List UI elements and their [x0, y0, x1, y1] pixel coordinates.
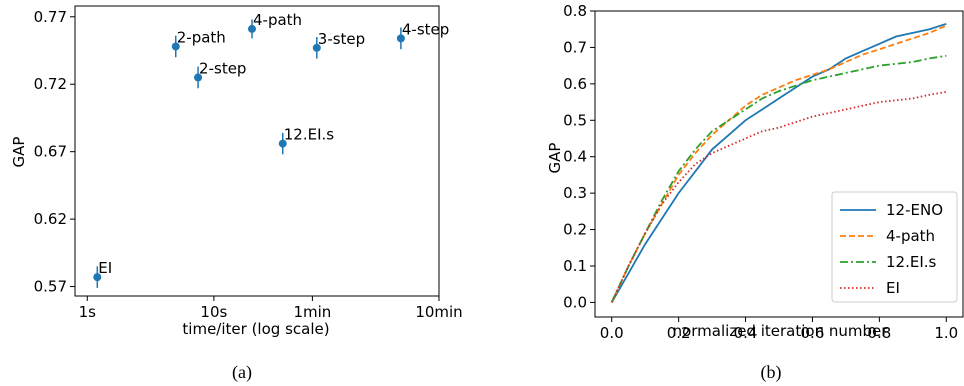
y-tick-label: 0.77	[34, 8, 67, 26]
panel-a-frame	[74, 5, 440, 297]
point-label: EI	[98, 259, 112, 277]
x-tick-label: 0.6	[801, 324, 825, 342]
x-tick-label: 1s	[79, 303, 97, 321]
series-line	[610, 54, 947, 303]
legend-box	[831, 191, 958, 303]
legend-label: 12.EI.s	[886, 253, 937, 271]
point-label: 3-step	[318, 30, 365, 48]
y-tick-label: 0.3	[563, 184, 587, 202]
legend-label: 4-path	[886, 227, 935, 245]
y-tick-label: 0.8	[563, 2, 587, 20]
panel-a-x-ticks: 1s 10s 1min 10min	[79, 296, 463, 321]
data-point	[312, 43, 321, 52]
panel-a-points: EI 2-path 2-step 4-path 12.EI.s 3-step 4-step	[93, 11, 449, 288]
panel-b-lines	[610, 22, 947, 303]
x-tick-label: 0.0	[600, 324, 624, 342]
panel-b-legend: 12-ENO 4-path 12.EI.s EI	[831, 191, 958, 303]
x-tick-label: 10s	[200, 303, 227, 321]
panel-a-x-axis-label: time/iter (log scale)	[182, 320, 329, 338]
y-tick-label: 0.7	[563, 38, 587, 56]
y-tick-label: 0.0	[563, 293, 587, 311]
data-point	[396, 34, 405, 43]
data-point	[278, 139, 287, 148]
y-tick-label: 0.62	[34, 210, 67, 228]
panel-b-line: 0.0 0.1 0.2 0.3 0.4 0.5 0.6 0.7 0.8 0.0 0.2 0.4 0.6…	[546, 2, 964, 383]
panel-a-y-axis-label: GAP	[10, 137, 28, 168]
x-tick-label: 1.0	[934, 324, 958, 342]
data-point	[247, 24, 256, 33]
legend-label: EI	[886, 279, 900, 297]
y-tick-label: 0.2	[563, 221, 587, 239]
x-tick-label: 0.8	[867, 324, 891, 342]
legend-label: 12-ENO	[886, 201, 943, 219]
panel-b-y-ticks: 0.0 0.1 0.2 0.3 0.4 0.5 0.6 0.7 0.8	[563, 2, 595, 311]
series-line	[610, 22, 947, 303]
series-line	[610, 24, 947, 303]
x-tick-label: 10min	[415, 303, 462, 321]
data-point	[93, 273, 102, 282]
point-label: 4-step	[402, 20, 449, 38]
panel-a-caption: (a)	[232, 362, 252, 383]
point-label: 2-step	[199, 59, 246, 77]
y-tick-label: 0.72	[34, 75, 67, 93]
y-tick-label: 0.5	[563, 111, 587, 129]
panel-b-x-axis-label: normalized iteration number	[673, 322, 889, 340]
x-tick-label: 1min	[293, 303, 331, 321]
panel-b-y-axis-label: GAP	[546, 143, 564, 174]
series-line	[610, 91, 947, 303]
x-tick-label: 0.2	[667, 324, 691, 342]
y-tick-label: 0.6	[563, 75, 587, 93]
point-label: 12.EI.s	[284, 126, 335, 144]
panel-b-frame	[594, 10, 964, 318]
panel-a-y-ticks: 0.57 0.62 0.67 0.72 0.77	[34, 8, 75, 296]
panel-a-scatter: 0.57 0.62 0.67 0.72 0.77 1s 10s 1min 10min EI 2-…	[10, 5, 463, 383]
data-point	[194, 73, 203, 82]
y-tick-label: 0.67	[34, 143, 67, 161]
panel-b-caption: (b)	[761, 362, 782, 383]
y-tick-label: 0.4	[563, 148, 587, 166]
x-tick-label: 0.4	[734, 324, 758, 342]
y-tick-label: 0.57	[34, 278, 67, 296]
point-label: 4-path	[253, 11, 302, 29]
y-tick-label: 0.1	[563, 257, 587, 275]
data-point	[171, 42, 180, 51]
panel-b-x-ticks: 0.0 0.2 0.4 0.6 0.8 1.0	[600, 317, 958, 342]
point-label: 2-path	[177, 28, 226, 46]
